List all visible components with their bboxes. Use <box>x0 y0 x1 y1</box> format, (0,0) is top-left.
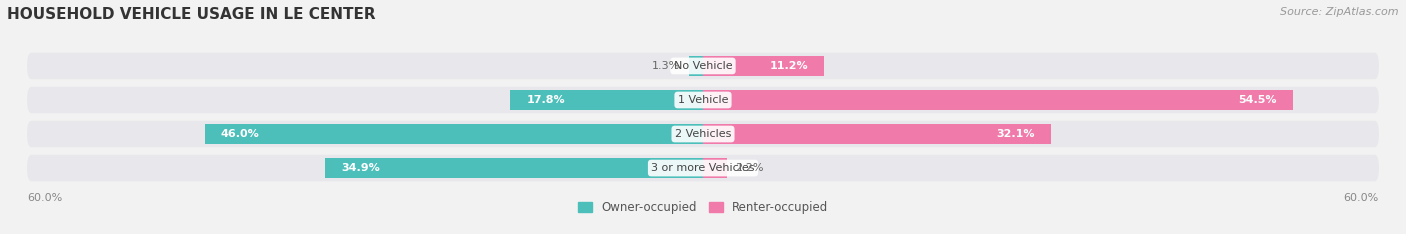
Text: 2 Vehicles: 2 Vehicles <box>675 129 731 139</box>
Bar <box>703 158 727 178</box>
Text: 3 or more Vehicles: 3 or more Vehicles <box>651 163 755 173</box>
Legend: Owner-occupied, Renter-occupied: Owner-occupied, Renter-occupied <box>572 197 834 219</box>
Text: 1.3%: 1.3% <box>652 61 681 71</box>
FancyBboxPatch shape <box>27 53 1379 79</box>
Text: 60.0%: 60.0% <box>27 193 62 203</box>
Text: 11.2%: 11.2% <box>769 61 808 71</box>
Bar <box>703 124 1050 144</box>
Text: No Vehicle: No Vehicle <box>673 61 733 71</box>
FancyBboxPatch shape <box>27 121 1379 147</box>
FancyBboxPatch shape <box>27 155 1379 181</box>
Bar <box>510 90 703 110</box>
Text: Source: ZipAtlas.com: Source: ZipAtlas.com <box>1281 7 1399 17</box>
Text: 1 Vehicle: 1 Vehicle <box>678 95 728 105</box>
Text: 54.5%: 54.5% <box>1239 95 1277 105</box>
Bar <box>205 124 703 144</box>
FancyBboxPatch shape <box>27 87 1379 113</box>
Text: 34.9%: 34.9% <box>342 163 380 173</box>
Text: 2.2%: 2.2% <box>735 163 763 173</box>
Text: 32.1%: 32.1% <box>995 129 1035 139</box>
Text: 60.0%: 60.0% <box>1344 193 1379 203</box>
Bar <box>703 56 824 76</box>
Bar <box>689 56 703 76</box>
Bar <box>703 90 1294 110</box>
Text: HOUSEHOLD VEHICLE USAGE IN LE CENTER: HOUSEHOLD VEHICLE USAGE IN LE CENTER <box>7 7 375 22</box>
Bar <box>325 158 703 178</box>
Text: 46.0%: 46.0% <box>221 129 260 139</box>
Text: 17.8%: 17.8% <box>526 95 565 105</box>
